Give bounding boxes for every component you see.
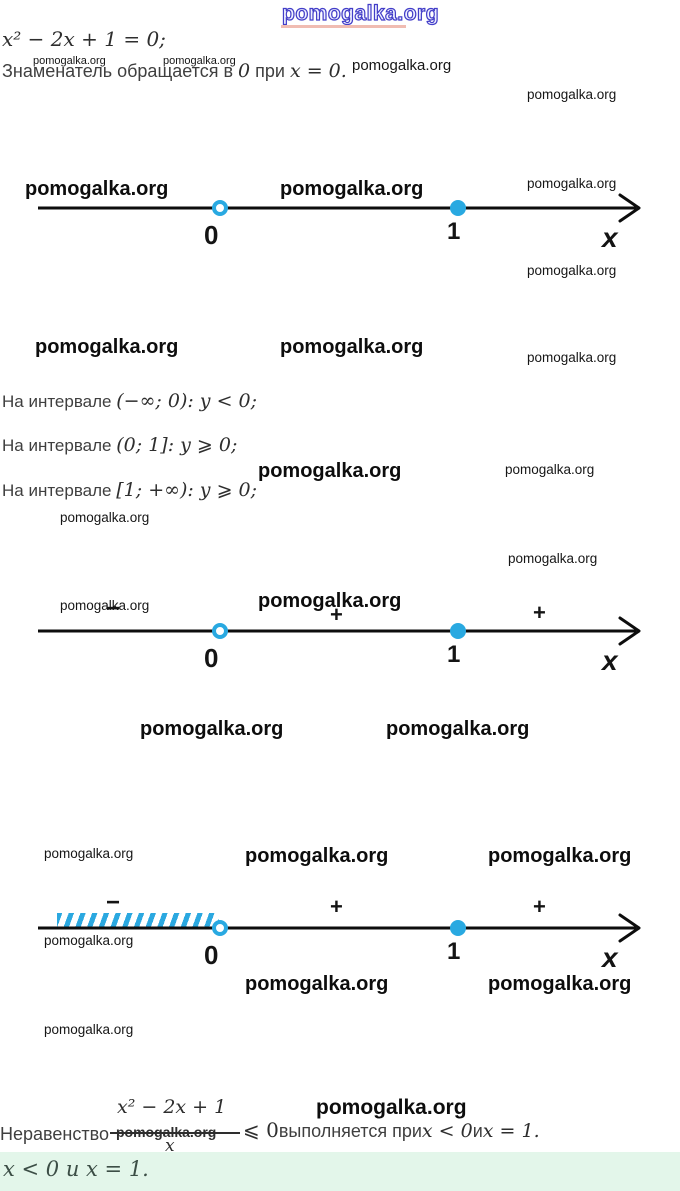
watermark: pomogalka.org: [44, 1022, 134, 1037]
watermark: pomogalka.org: [60, 598, 150, 613]
watermark: pomogalka.org: [116, 1124, 217, 1140]
watermark: pomogalka.org: [258, 590, 402, 612]
statement-math: x = 0.: [289, 60, 347, 82]
axis-arrow: [38, 616, 641, 646]
closed-point-one: [450, 623, 466, 639]
watermark: pomogalka.org: [33, 55, 106, 67]
plus-sign: +: [330, 894, 343, 919]
axis-arrow: [38, 193, 641, 223]
minus-sign: −: [106, 595, 121, 622]
interval-row-1: На интервале (−∞; 0): y < 0;: [2, 390, 257, 412]
interval-row-2: На интервале (0; 1]: y ⩾ 0;: [2, 434, 237, 456]
fraction-numerator: x² − 2x + 1: [117, 1096, 227, 1118]
statement-math: 0: [238, 60, 251, 82]
watermark: pomogalka.org: [527, 350, 617, 365]
conclusion-text: ⩽ 0 выполняется при x < 0 и x = 1.: [243, 1118, 540, 1142]
interval-label: На интервале: [2, 436, 117, 455]
watermark: pomogalka.org: [488, 973, 632, 995]
number-line-2: − + + 0 1 x: [0, 571, 680, 691]
logo-underline: [281, 25, 406, 28]
tick-label-one: 1: [447, 641, 461, 668]
answer-highlight: x < 0 и x = 1.: [0, 1152, 680, 1191]
axis-arrow: [38, 913, 641, 943]
plus-sign: +: [533, 894, 546, 919]
closed-point-one: [450, 200, 466, 216]
denominator-statement: Знаменатель обращается в 0 при x = 0.: [2, 60, 347, 82]
fraction-denominator: x: [165, 1136, 175, 1156]
site-logo: pomogalka.org: [281, 1, 440, 25]
open-point-zero: [212, 200, 228, 216]
axis-label-x: x: [602, 645, 618, 676]
watermark: pomogalka.org: [352, 57, 452, 74]
interval-label: На интервале: [2, 392, 117, 411]
conclusion-conj: и: [472, 1121, 483, 1141]
fraction-bar: [110, 1132, 240, 1134]
watermark: pomogalka.org: [527, 176, 617, 191]
axis-label-x: x: [602, 222, 618, 253]
watermark: pomogalka.org: [280, 336, 424, 358]
interval-range: (−∞; 0):: [116, 390, 194, 412]
solution-hatch-region: [57, 913, 219, 928]
watermark: pomogalka.org: [44, 933, 134, 948]
interval-condition: y ⩾ 0;: [193, 479, 258, 501]
watermark: pomogalka.org: [505, 462, 595, 477]
watermark: pomogalka.org: [527, 87, 617, 102]
watermark: pomogalka.org: [35, 336, 179, 358]
minus-sign: −: [106, 889, 121, 916]
watermark: pomogalka.org: [60, 510, 150, 525]
tick-label-one: 1: [447, 218, 461, 245]
watermark: pomogalka.org: [140, 718, 284, 740]
watermark: pomogalka.org: [258, 460, 402, 482]
statement-text: Знаменатель обращается в: [2, 61, 239, 81]
watermark: pomogalka.org: [527, 263, 617, 278]
watermark: pomogalka.org: [508, 551, 598, 566]
answer-text: x < 0 и x = 1.: [3, 1157, 149, 1181]
number-line-3: − + + 0 1 x: [0, 868, 680, 988]
open-point-zero: [212, 920, 228, 936]
watermark: pomogalka.org: [245, 973, 389, 995]
watermark: pomogalka.org: [25, 178, 169, 200]
tick-label-zero: 0: [204, 220, 219, 250]
plus-sign: +: [330, 602, 343, 627]
relation-leq: ⩽ 0: [243, 1118, 279, 1142]
interval-row-3: На интервале [1; +∞): y ⩾ 0;: [2, 479, 257, 501]
open-point-zero: [212, 623, 228, 639]
watermark: pomogalka.org: [280, 178, 424, 200]
conclusion-prefix: Неравенство: [0, 1124, 109, 1144]
watermark: pomogalka.org: [488, 845, 632, 867]
watermark: pomogalka.org: [163, 55, 236, 67]
interval-range: (0; 1]:: [116, 434, 175, 456]
conclusion-math: x = 1.: [482, 1120, 540, 1142]
watermark: pomogalka.org: [386, 718, 530, 740]
axis-label-x: x: [602, 942, 618, 973]
tick-label-one: 1: [447, 938, 461, 965]
tick-label-zero: 0: [204, 940, 219, 970]
plus-sign: +: [533, 600, 546, 625]
watermark: pomogalka.org: [245, 845, 389, 867]
statement-text: при: [250, 61, 290, 81]
interval-condition: y < 0;: [193, 390, 258, 412]
watermark: pomogalka.org: [316, 1096, 467, 1119]
number-line-1: 0 1 x: [0, 148, 680, 268]
watermark: pomogalka.org: [44, 846, 134, 861]
interval-condition: y ⩾ 0;: [174, 434, 238, 456]
interval-range: [1; +∞):: [116, 479, 194, 501]
tick-label-zero: 0: [204, 643, 219, 673]
interval-label: На интервале: [2, 481, 117, 500]
conclusion-math: x < 0: [421, 1120, 473, 1142]
equation: x² − 2x + 1 = 0;: [2, 27, 166, 51]
closed-point-one: [450, 920, 466, 936]
conclusion-phrase: выполняется при: [278, 1121, 422, 1141]
